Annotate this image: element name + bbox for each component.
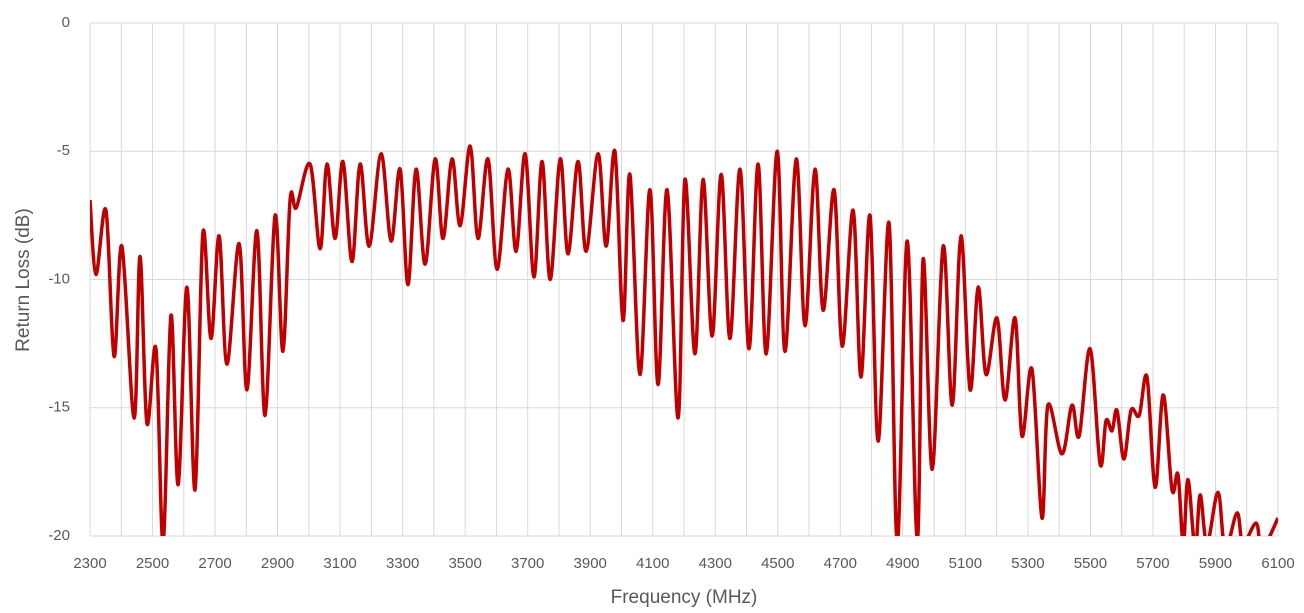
x-tick-label: 3500 [448, 555, 481, 572]
x-tick-label: 5300 [1011, 555, 1044, 572]
y-tick-label: -20 [48, 527, 70, 544]
x-tick-label: 3700 [511, 555, 544, 572]
x-tick-label: 5900 [1199, 555, 1232, 572]
x-tick-label: 4100 [636, 555, 669, 572]
x-tick-label: 4700 [824, 555, 857, 572]
plot-area [90, 144, 1278, 536]
x-tick-label: 5700 [1136, 555, 1169, 572]
x-tick-label: 2900 [261, 555, 294, 572]
y-tick-label: -15 [48, 399, 70, 416]
x-tick-label: 3900 [574, 555, 607, 572]
x-tick-label: 6100 [1261, 555, 1294, 572]
y-tick-label: -5 [57, 142, 70, 159]
x-tick-label: 3300 [386, 555, 419, 572]
x-axis-title: Frequency (MHz) [611, 587, 758, 608]
x-tick-label: 5500 [1074, 555, 1107, 572]
data-line [90, 144, 1278, 536]
x-tick-label: 2500 [136, 555, 169, 572]
x-tick-label: 4900 [886, 555, 919, 572]
y-tick-label: 0 [62, 14, 70, 31]
grid [89, 22, 1279, 537]
x-tick-label: 2700 [198, 555, 231, 572]
x-tick-label: 4300 [699, 555, 732, 572]
y-axis-title: Return Loss (dB) [13, 208, 34, 352]
tick-labels: -20 -15 -10 -5 0 2300 2500 2700 2900 3100 3300 3500… [48, 14, 1294, 572]
x-tick-label: 5100 [949, 555, 982, 572]
x-tick-label: 4500 [761, 555, 794, 572]
x-tick-label: 2300 [73, 555, 106, 572]
y-tick-label: -10 [48, 270, 70, 287]
x-tick-label: 3100 [323, 555, 356, 572]
